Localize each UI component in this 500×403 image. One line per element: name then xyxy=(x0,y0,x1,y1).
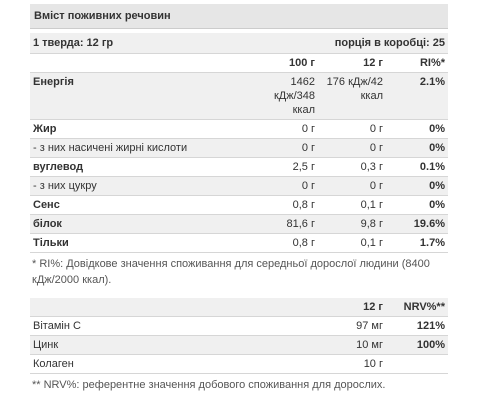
cell: 0% xyxy=(386,119,448,139)
header-cell: 100 г xyxy=(260,54,318,73)
cell: 1.7% xyxy=(386,233,448,253)
row-label: білок xyxy=(30,214,260,234)
footnote: * RI%: Довідкове значення споживання для… xyxy=(32,258,430,286)
cell: 0 г xyxy=(260,176,318,196)
row-label: - з них цукру xyxy=(30,176,260,196)
serving-row: 1 тверда: 12 гр порція в коробці: 25 xyxy=(30,33,448,54)
footnote: ** NRV%: референтне значення добового сп… xyxy=(32,379,386,391)
row-label: - з них насичені жирні кислоти xyxy=(30,138,260,158)
row: білок 81,6 г 9,8 г 19.6% xyxy=(30,214,448,234)
cell: 0 г xyxy=(318,119,386,139)
row: Тільки 0,8 г 0,1 г 1.7% xyxy=(30,233,448,253)
row: вуглевод 2,5 г 0,3 г 0.1% xyxy=(30,157,448,177)
cell: 0.1% xyxy=(386,157,448,177)
row-label: Колаген xyxy=(30,354,260,374)
header-cell: RI%* xyxy=(386,54,448,73)
row: Енергія 1462 кДж/348 ккал 176 кДж/42 ккал 2… xyxy=(30,72,448,120)
row-label: вуглевод xyxy=(30,157,260,177)
cell: 0,3 г xyxy=(318,157,386,177)
cell: 0% xyxy=(386,195,448,215)
cell: 97 мг xyxy=(260,316,386,336)
vitamin-table: 12 г NRV%** Вітамін С 97 мг 121% Цинк 10 мг 100… xyxy=(30,298,448,374)
servings-per-box: порція в коробці: 25 xyxy=(334,37,445,49)
cell: 0 г xyxy=(318,176,386,196)
row-label: Жир xyxy=(30,119,260,139)
nutrition-table: 100 г 12 г RI%* Енергія 1462 кДж/348 ккал 176… xyxy=(30,54,448,253)
cell: 0 г xyxy=(318,138,386,158)
cell: 100% xyxy=(386,335,448,355)
row-label: Тільки xyxy=(30,233,260,253)
cell: 0,8 г xyxy=(260,195,318,215)
row-label: Цинк xyxy=(30,335,260,355)
header-row: 100 г 12 г RI%* xyxy=(30,54,448,73)
cell: 0% xyxy=(386,138,448,158)
cell: 176 кДж/42 ккал xyxy=(318,72,386,120)
cell: 0,1 г xyxy=(318,233,386,253)
row-label: Вітамін С xyxy=(30,316,260,336)
row: Сенс 0,8 г 0,1 г 0% xyxy=(30,195,448,215)
cell: 81,6 г xyxy=(260,214,318,234)
header-cell: NRV%** xyxy=(386,298,448,317)
cell: 9,8 г xyxy=(318,214,386,234)
row: Колаген 10 г xyxy=(30,354,448,374)
cell: 0,8 г xyxy=(260,233,318,253)
header-cell: 12 г xyxy=(318,54,386,73)
header-row: 12 г NRV%** xyxy=(30,298,448,317)
title: Вміст поживних речовин xyxy=(30,4,448,29)
empty-cell xyxy=(386,354,448,374)
header-cell: 12 г xyxy=(260,298,386,317)
cell: 0,1 г xyxy=(318,195,386,215)
row-label: Сенс xyxy=(30,195,260,215)
row: Цинк 10 мг 100% xyxy=(30,335,448,355)
serving-size: 1 тверда: 12 гр xyxy=(33,37,114,49)
cell: 0 г xyxy=(260,138,318,158)
cell: 10 г xyxy=(260,354,386,374)
header-cell xyxy=(30,54,260,73)
header-cell xyxy=(30,298,260,317)
row-label: Енергія xyxy=(30,72,260,120)
cell: 121% xyxy=(386,316,448,336)
row: Вітамін С 97 мг 121% xyxy=(30,316,448,336)
cell: 10 мг xyxy=(260,335,386,355)
cell: 19.6% xyxy=(386,214,448,234)
cell: 2.1% xyxy=(386,72,448,120)
cell: 0 г xyxy=(260,119,318,139)
cell: 1462 кДж/348 ккал xyxy=(260,72,318,120)
cell: 2,5 г xyxy=(260,157,318,177)
nutrition-panel: Вміст поживних речовин 1 тверда: 12 гр п… xyxy=(30,4,448,403)
cell: 0% xyxy=(386,176,448,196)
